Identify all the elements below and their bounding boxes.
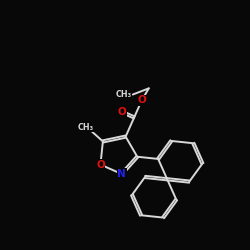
Text: CH₃: CH₃ bbox=[78, 123, 94, 132]
Text: N: N bbox=[117, 169, 126, 179]
Text: CH₃: CH₃ bbox=[115, 90, 132, 99]
Text: O: O bbox=[96, 160, 105, 170]
Text: O: O bbox=[137, 96, 146, 106]
Text: O: O bbox=[118, 107, 126, 117]
